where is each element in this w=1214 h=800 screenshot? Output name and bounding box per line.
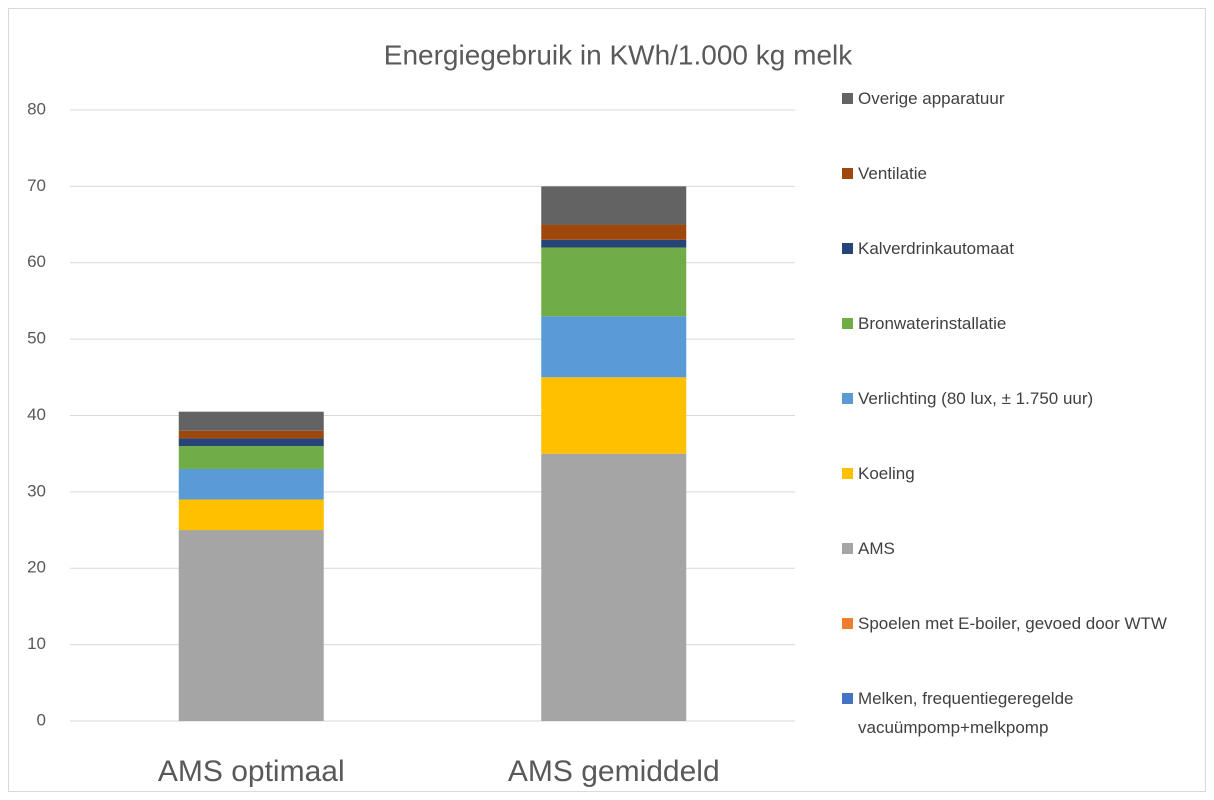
chart-title: Energiegebruik in KWh/1.000 kg melk [384,39,853,70]
legend-label: Kalverdrinkautomaat [858,239,1014,258]
bar-segment [178,438,324,447]
bar-segment [541,316,687,378]
y-tick-label: 20 [27,558,46,577]
bar-segment [178,499,324,531]
legend-label: Spoelen met E-boiler, gevoed door WTW [858,614,1167,633]
y-tick-label: 30 [27,481,46,500]
legend-swatch [842,168,853,179]
legend-swatch [842,543,853,554]
x-tick-label: AMS optimaal [158,755,345,788]
legend-item: Spoelen met E-boiler, gevoed door WTW [842,609,1192,638]
legend-label: Koeling [858,464,915,483]
y-tick-label: 50 [27,329,46,348]
legend-swatch [842,93,853,104]
bar-segment [178,446,324,469]
bar-segment [541,247,687,317]
y-tick-label: 70 [27,176,46,195]
legend-swatch [842,618,853,629]
legend-item: Melken, frequentiegeregelde vacuümpomp+m… [842,684,1192,742]
y-tick-label: 80 [27,99,46,118]
bar-segment [541,239,687,248]
legend-item: Bronwaterinstallatie [842,309,1192,338]
bar-segment [178,411,324,431]
y-tick-label: 40 [27,405,46,424]
legend-swatch [842,393,853,404]
legend-label: Verlichting (80 lux, ± 1.750 uur) [858,389,1094,408]
legend-label: Melken, frequentiegeregelde vacuümpomp+m… [858,689,1074,737]
legend-label: Bronwaterinstallatie [858,314,1007,333]
y-tick-label: 60 [27,252,46,271]
bar-segment [178,530,324,721]
legend-swatch [842,243,853,254]
legend-label: AMS [858,539,895,558]
y-tick-label: 10 [27,634,46,653]
legend-item: Overige apparatuur [842,84,1192,113]
legend-item: Kalverdrinkautomaat [842,234,1192,263]
bar-segment [541,377,687,454]
legend-label: Overige apparatuur [858,89,1005,108]
bar-segment [178,430,324,439]
bar-segment [541,453,687,721]
legend-item: Verlichting (80 lux, ± 1.750 uur) [842,384,1192,413]
bar-segment [541,186,687,225]
legend-swatch [842,693,853,704]
legend-item: Ventilatie [842,159,1192,188]
x-tick-label: AMS gemiddeld [508,755,720,788]
legend-swatch [842,468,853,479]
legend-swatch [842,318,853,329]
legend-item: Koeling [842,459,1192,488]
legend-label: Ventilatie [858,164,927,183]
legend-item: AMS [842,534,1192,563]
bar-segment [541,224,687,240]
y-tick-label: 0 [37,710,46,729]
bar-segment [178,468,324,500]
